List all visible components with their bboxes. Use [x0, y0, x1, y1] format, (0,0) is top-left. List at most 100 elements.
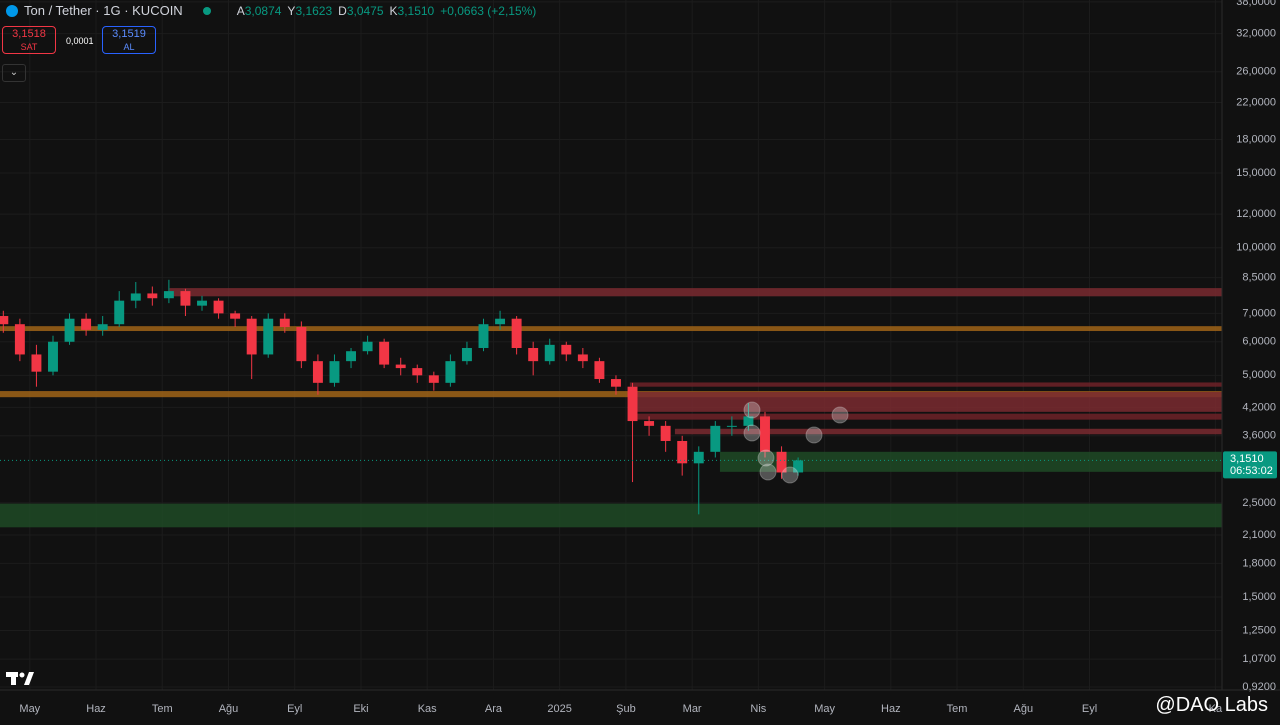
buy-label: AL [123, 42, 135, 52]
y-tick-label: 15,0000 [1236, 167, 1276, 179]
candle-body [97, 324, 108, 330]
ohlc-value: 3,0475 [346, 3, 384, 18]
y-tick-label: 12,0000 [1236, 208, 1276, 220]
zone [0, 391, 1222, 398]
sell-button[interactable]: 3,1518 SAT [2, 26, 56, 54]
x-tick-label: Haz [86, 703, 106, 715]
last-price-box [1223, 451, 1277, 479]
candle-body [760, 416, 770, 452]
candle-body [544, 344, 555, 362]
candle-body [428, 375, 439, 383]
x-tick-label: Tem [152, 703, 173, 715]
symbol[interactable]: Ton / Tether · 1G · KUCOIN [24, 3, 183, 18]
x-tick-label: Ağu [1014, 703, 1034, 715]
y-tick-label: 6,0000 [1242, 336, 1276, 348]
y-tick-label: 32,0000 [1236, 27, 1276, 39]
ohlc-item: A3,0874 [237, 4, 282, 18]
candle-body [395, 364, 406, 369]
candle-body [346, 351, 357, 362]
candle-body [743, 416, 754, 426]
countdown: 06:53:02 [1230, 465, 1273, 477]
x-tick-label: Eki [353, 703, 368, 715]
zone [674, 428, 1222, 435]
candle-body [495, 318, 506, 325]
candle-body [296, 327, 307, 362]
candle-body [31, 354, 42, 372]
zone [629, 382, 1222, 387]
x-tick-label: May [814, 703, 835, 715]
y-tick-label: 1,0700 [1242, 653, 1276, 665]
y-tick-label: 0,9200 [1242, 681, 1276, 693]
candle-body [726, 425, 737, 427]
buy-button[interactable]: 3,1519 AL [102, 26, 156, 54]
y-tick-label: 38,0000 [1236, 0, 1276, 8]
candle-body [461, 347, 472, 362]
y-tick-label: 1,2500 [1242, 624, 1276, 636]
candle-body [677, 440, 688, 464]
ohlc: A3,0874 Y3,1623 D3,0475 K3,1510 +0,0663 … [237, 4, 537, 18]
symbol-icon [6, 4, 18, 17]
ohlc-value: 3,1623 [295, 3, 333, 18]
ohlc-item: Y3,1623 [287, 4, 332, 18]
candle-body [611, 379, 621, 387]
candle-body [594, 361, 605, 380]
y-tick-label: 7,0000 [1242, 307, 1276, 319]
candle-body [412, 368, 423, 376]
candle-body [561, 344, 572, 355]
ohlc-key: Y [287, 3, 296, 18]
candle-body [0, 316, 9, 325]
candle-body [81, 318, 92, 330]
annotation-circle [743, 401, 761, 419]
candle-body [64, 318, 75, 342]
annotation-circle [781, 466, 799, 484]
x-tick-label: Mar [683, 703, 702, 715]
candle-body [213, 300, 224, 314]
sell-price: 3,1518 [12, 28, 46, 40]
zone [0, 503, 1222, 528]
candle-body [644, 421, 655, 426]
y-tick-label: 10,0000 [1236, 242, 1276, 254]
candle-body [147, 293, 158, 299]
candle-body [362, 341, 373, 352]
y-tick-label: 8,5000 [1242, 272, 1276, 284]
market-status [202, 6, 211, 15]
y-tick-label: 1,8000 [1242, 557, 1276, 569]
y-tick-label: 26,0000 [1236, 66, 1276, 78]
candle-body [577, 354, 588, 362]
candle-body [627, 386, 638, 422]
zone [629, 413, 1222, 420]
candle-body [379, 341, 390, 365]
x-tick-label: Eyl [1082, 703, 1097, 715]
spread: 0,0001 [66, 36, 94, 46]
zone [629, 391, 1222, 412]
x-tick-label: Ara [485, 703, 503, 715]
zone [719, 451, 1222, 472]
x-tick-label: Şub [616, 703, 636, 715]
x-tick-label: Tem [947, 703, 968, 715]
annotation-circle [805, 426, 823, 444]
candle-body [246, 318, 257, 355]
candle-body [230, 313, 241, 319]
collapse-button[interactable]: ⌄ [2, 64, 26, 82]
candle-body [793, 460, 804, 473]
logo-part [19, 672, 25, 678]
ohlc-key: K [389, 3, 398, 18]
x-tick-label: Ağu [219, 703, 239, 715]
ohlc-item: K3,1510 [390, 4, 435, 18]
annotation-circle [757, 449, 775, 467]
watermark: @DAO Labs [1155, 694, 1268, 716]
candle-body [329, 361, 340, 383]
candle-body [660, 425, 671, 441]
y-tick-label: 5,0000 [1242, 369, 1276, 381]
candle-body [710, 425, 721, 452]
candle-body [130, 293, 141, 301]
candle-body [478, 324, 489, 348]
zone [169, 288, 1222, 297]
candle-body [263, 318, 274, 355]
candle-body [511, 318, 522, 348]
annotation-circles [743, 401, 849, 484]
candle-body [48, 341, 58, 372]
y-tick-label: 1,5000 [1242, 591, 1276, 603]
